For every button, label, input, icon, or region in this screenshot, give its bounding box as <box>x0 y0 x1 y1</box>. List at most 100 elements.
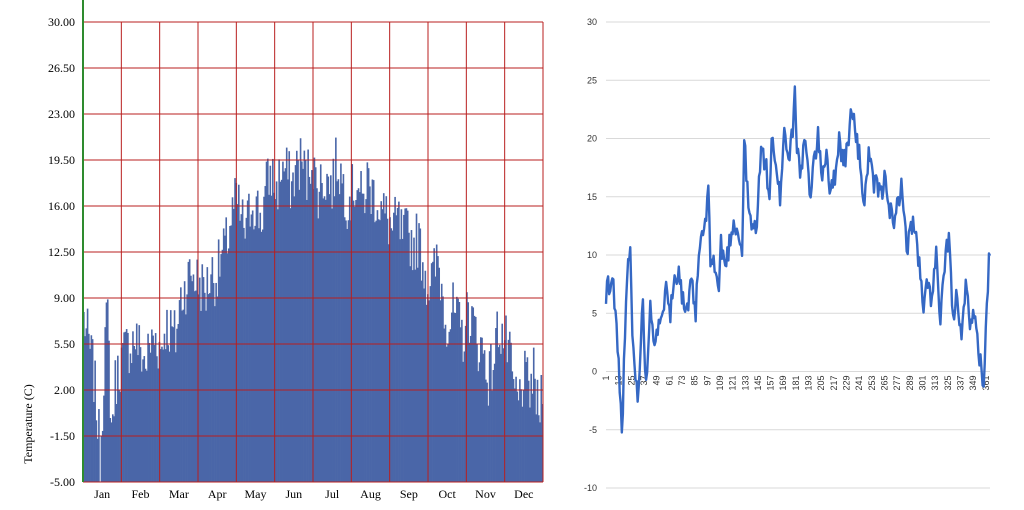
bar <box>182 309 185 482</box>
bar <box>434 276 437 482</box>
bar <box>195 290 197 482</box>
bar <box>375 220 377 483</box>
x-tick-label: 61 <box>664 376 674 386</box>
x-tick-label: 337 <box>955 376 965 391</box>
bar <box>463 351 466 482</box>
bar <box>284 168 287 482</box>
bar <box>273 192 275 483</box>
bar <box>532 347 535 482</box>
bar <box>248 193 250 483</box>
bar <box>488 351 491 482</box>
bar <box>302 168 304 483</box>
bar <box>307 149 309 482</box>
bar <box>454 312 457 482</box>
bar <box>365 199 367 482</box>
bar <box>398 201 400 483</box>
bar <box>95 420 98 482</box>
bar <box>395 215 398 482</box>
bar <box>198 277 201 482</box>
bar <box>456 296 458 482</box>
bar <box>167 345 170 482</box>
bar <box>451 312 453 482</box>
bar <box>355 200 357 482</box>
bar <box>138 325 141 482</box>
x-tick-label: 25 <box>626 376 636 386</box>
bar-series <box>83 137 544 483</box>
bar <box>371 179 374 482</box>
bar <box>418 223 420 482</box>
bar <box>240 214 243 482</box>
bar <box>313 157 316 483</box>
bar <box>442 296 444 482</box>
x-tick-label: 193 <box>804 376 814 391</box>
bar <box>342 174 345 482</box>
bar <box>321 183 323 482</box>
bar <box>253 229 255 482</box>
bar <box>238 184 240 483</box>
bar <box>485 379 487 482</box>
bar <box>196 259 199 482</box>
bar <box>106 299 109 482</box>
bar <box>156 356 158 482</box>
bar <box>225 217 228 482</box>
bar <box>111 414 114 482</box>
bar <box>163 333 166 482</box>
bar <box>206 267 209 482</box>
bar <box>88 333 90 482</box>
y-tick-label: 26.50 <box>48 61 75 75</box>
bar <box>336 181 338 483</box>
bar <box>287 179 289 482</box>
bar <box>406 210 409 482</box>
bar <box>239 220 241 482</box>
bar <box>94 360 96 482</box>
bar <box>338 194 341 482</box>
bar <box>249 226 251 482</box>
bar <box>164 349 167 482</box>
bar <box>423 288 425 482</box>
bar <box>448 331 451 482</box>
y-axis-ticks: 30 25 20 15 10 5 0 -5 -10 <box>584 17 597 493</box>
bar <box>162 349 165 482</box>
bar <box>293 196 296 482</box>
x-tick-label: 145 <box>753 376 763 391</box>
x-tick-label: 349 <box>968 376 978 391</box>
bar <box>256 190 259 482</box>
bar <box>117 355 119 482</box>
bar <box>186 294 188 482</box>
bar <box>154 333 157 482</box>
bar <box>539 422 541 482</box>
bar <box>128 373 130 482</box>
bar <box>115 404 118 482</box>
bar <box>244 238 246 482</box>
bar <box>146 370 148 482</box>
bar <box>462 361 464 482</box>
bar <box>303 150 306 482</box>
bar <box>408 232 410 482</box>
bar <box>219 276 221 482</box>
bar <box>490 344 492 482</box>
bar <box>169 310 172 482</box>
y-tick-label: 5.50 <box>54 337 75 351</box>
bar <box>356 190 359 482</box>
bar <box>236 204 239 482</box>
bar <box>217 239 220 482</box>
bar <box>270 195 273 483</box>
bar <box>467 302 469 482</box>
bar <box>211 257 214 482</box>
bar <box>108 340 110 482</box>
bar <box>226 253 229 482</box>
bar <box>159 349 162 482</box>
bar <box>96 438 99 482</box>
bar <box>510 342 512 482</box>
bar <box>105 302 108 482</box>
x-tick-label: Feb <box>132 487 150 501</box>
bar <box>101 430 104 482</box>
bar <box>318 191 321 483</box>
bar <box>267 158 269 482</box>
bar <box>85 328 88 482</box>
x-tick-label: Mar <box>169 487 189 501</box>
bar <box>400 209 403 482</box>
bar <box>390 228 393 482</box>
bar <box>425 304 428 482</box>
bar <box>372 180 375 482</box>
